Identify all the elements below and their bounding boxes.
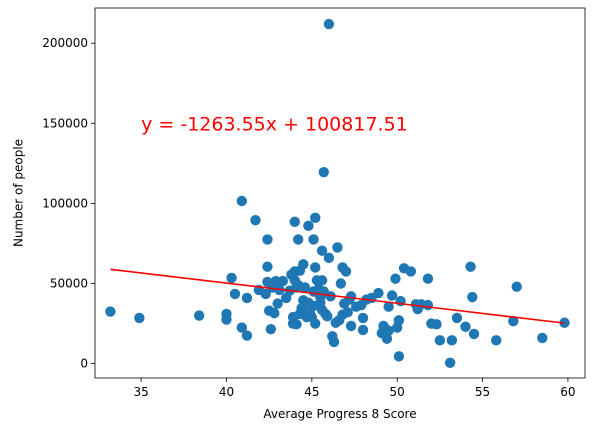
data-point-107	[422, 273, 434, 284]
data-point-35	[292, 234, 304, 245]
data-point-67	[323, 252, 335, 264]
data-point-74	[335, 278, 347, 289]
data-point-1	[134, 312, 145, 324]
data-point-121	[537, 332, 548, 344]
x-tick-label: 60	[560, 385, 575, 399]
data-point-53	[310, 262, 321, 273]
x-axis: 35 40 45 50 55 60	[133, 378, 576, 399]
x-tick-label: 55	[475, 385, 490, 399]
y-tick-label: 0	[80, 357, 88, 371]
data-point-86	[357, 324, 369, 336]
x-tick-label: 40	[219, 385, 234, 399]
data-point-93	[383, 325, 394, 336]
data-point-99	[393, 315, 405, 326]
data-point-118	[491, 335, 502, 346]
data-point-60	[316, 275, 328, 286]
y-tick-label: 200000	[42, 36, 88, 50]
data-point-81	[345, 291, 357, 302]
data-point-113	[451, 312, 463, 324]
data-point-79	[342, 307, 353, 318]
y-tick-label: 100000	[42, 196, 88, 210]
data-point-68	[325, 291, 336, 302]
data-point-66	[323, 18, 335, 30]
data-point-65	[321, 311, 333, 322]
data-point-22	[272, 298, 283, 309]
data-point-15	[262, 261, 273, 272]
data-point-112	[446, 335, 458, 346]
data-point-8	[236, 195, 248, 207]
regression-line	[110, 268, 565, 324]
data-point-43	[299, 282, 311, 293]
data-point-111	[444, 357, 456, 368]
data-point-61	[316, 245, 328, 256]
data-point-109	[431, 319, 442, 330]
data-point-116	[467, 291, 478, 303]
data-point-51	[308, 234, 319, 245]
data-point-11	[250, 215, 261, 226]
data-point-52	[310, 212, 321, 224]
y-axis-title: Number of people	[12, 139, 26, 247]
x-axis-title: Average Progress 8 Score	[263, 407, 416, 421]
data-point-30	[289, 216, 300, 228]
data-point-85	[357, 312, 369, 324]
y-axis: 0 50000 100000 150000 200000	[42, 36, 95, 371]
data-point-24	[277, 275, 289, 287]
data-point-110	[434, 335, 446, 346]
y-tick-label: 150000	[42, 116, 88, 130]
data-point-5	[226, 272, 237, 284]
data-point-89	[373, 287, 384, 299]
data-point-120	[511, 281, 522, 292]
data-point-13	[260, 288, 271, 300]
data-point-96	[390, 273, 401, 284]
regression-line-layer	[110, 268, 565, 324]
data-point-9	[241, 330, 253, 341]
regression-equation-label: y = -1263.55x + 100817.51	[141, 113, 408, 135]
data-point-54	[310, 318, 321, 329]
data-point-34	[291, 319, 302, 330]
data-point-18	[265, 323, 277, 335]
data-point-20	[269, 307, 280, 319]
data-point-98	[393, 351, 405, 362]
data-point-16	[262, 234, 273, 245]
data-point-4	[221, 314, 232, 325]
data-point-6	[229, 288, 241, 300]
data-point-102	[405, 266, 417, 277]
data-point-117	[468, 328, 480, 340]
y-tick-label: 50000	[50, 276, 88, 290]
data-point-92	[381, 333, 393, 344]
points-layer	[105, 18, 570, 368]
data-point-40	[298, 259, 309, 270]
data-point-0	[105, 306, 116, 317]
data-point-82	[345, 320, 357, 332]
data-point-72	[332, 242, 343, 253]
data-point-7	[236, 322, 248, 333]
plot-frame	[94, 7, 586, 379]
data-point-106	[422, 299, 434, 311]
data-point-119	[508, 315, 519, 327]
data-point-78	[340, 266, 352, 277]
data-point-94	[383, 301, 394, 312]
data-point-70	[328, 336, 340, 348]
data-point-2	[193, 310, 205, 321]
data-point-115	[465, 261, 476, 272]
data-point-45	[303, 220, 314, 232]
x-tick-label: 35	[133, 385, 148, 399]
data-point-95	[386, 290, 398, 301]
x-tick-label: 45	[304, 385, 319, 399]
data-point-10	[241, 292, 253, 304]
x-tick-label: 50	[390, 385, 405, 399]
data-point-63	[318, 166, 329, 178]
data-point-114	[460, 321, 471, 332]
